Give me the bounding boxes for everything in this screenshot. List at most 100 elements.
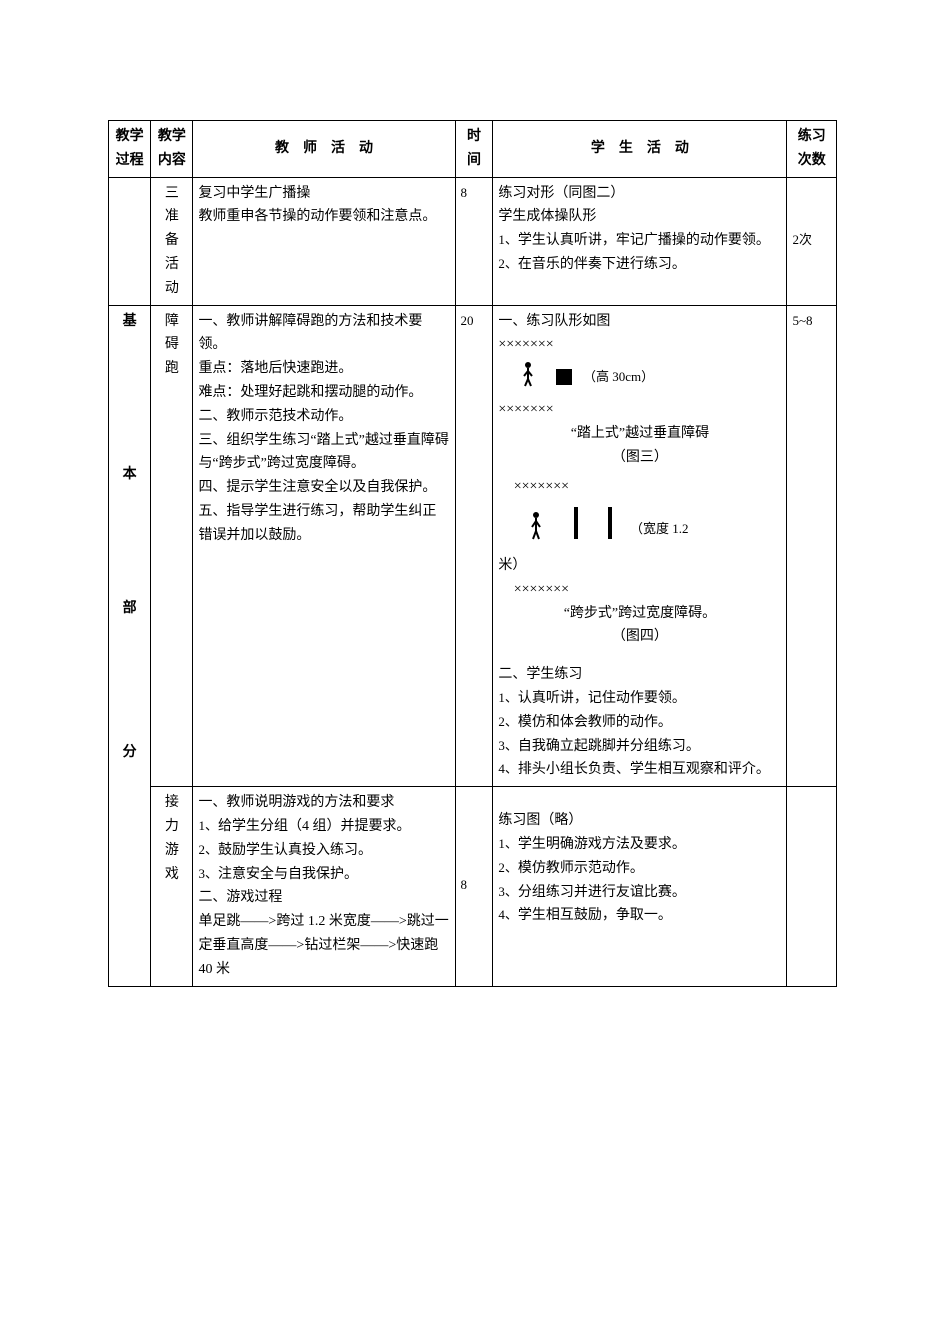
list-item: 2、模仿教师示范动作。 bbox=[498, 857, 781, 881]
text-line: 二、游戏过程 bbox=[198, 886, 449, 910]
list-item: 4、学生相互鼓励，争取一。 bbox=[498, 904, 781, 928]
figure-caption: （图四） bbox=[498, 625, 781, 649]
text-line: 单足跳——>跨过 1.2 米宽度——>跳过一定垂直高度——>钻过栏架——>快速跑… bbox=[198, 910, 449, 981]
vertical-text: 分 bbox=[114, 741, 145, 765]
warmup-reps-cell: 2次 bbox=[787, 177, 837, 305]
table-header-row: 教学过程 教学内容 教 师 活 动 时间 学 生 活 动 练习次数 bbox=[109, 121, 837, 178]
list-item: 2、鼓励学生认真投入练习。 bbox=[198, 839, 449, 863]
list-item: 2、模仿和体会教师的动作。 bbox=[498, 711, 781, 735]
list-item: 1、学生明确游戏方法及要求。 bbox=[498, 833, 781, 857]
main-phase-cell: 基 本 部 分 bbox=[109, 305, 151, 986]
list-text: 分组练习并进行友谊比赛。 bbox=[518, 885, 686, 900]
warmup-student-cell: 练习对形（同图二） 学生成体操队形 1、学生认真听讲，牢记广播操的动作要领。 2… bbox=[493, 177, 787, 305]
row-warmup: 三 准 备 活 动 复习中学生广播操 教师重申各节操的动作要领和注意点。 8 练… bbox=[109, 177, 837, 305]
relay-teacher-cell: 一、教师说明游戏的方法和要求 1、给学生分组（4 组）并提要求。 2、鼓励学生认… bbox=[193, 787, 455, 986]
text-line: 五、指导学生进行练习，帮助学生纠正错误并加以鼓励。 bbox=[198, 500, 449, 548]
col-header-teacher: 教 师 活 动 bbox=[193, 121, 455, 178]
reps-value: 5~8 bbox=[792, 313, 812, 328]
list-item: 3、自我确立起跳脚并分组练习。 bbox=[498, 735, 781, 759]
vertical-text: 跑 bbox=[156, 357, 187, 381]
vertical-text: 本 bbox=[114, 463, 145, 487]
warmup-time-cell: 8 bbox=[455, 177, 493, 305]
relay-reps-cell bbox=[787, 787, 837, 986]
list-text: 模仿和体会教师的动作。 bbox=[518, 715, 672, 730]
vertical-text: 三 bbox=[156, 182, 187, 206]
list-item: 4、排头小组长负责、学生相互观察和评介。 bbox=[498, 758, 781, 782]
list-text: 注意安全与自我保护。 bbox=[218, 867, 358, 882]
vertical-text: 游 bbox=[156, 839, 187, 863]
list-text: 学生相互鼓励，争取一。 bbox=[518, 908, 672, 923]
list-item: 2、在音乐的伴奏下进行练习。 bbox=[498, 253, 781, 277]
vertical-text: 接 bbox=[156, 791, 187, 815]
list-item: 1、认真听讲，记住动作要领。 bbox=[498, 687, 781, 711]
vertical-text: 碍 bbox=[156, 333, 187, 357]
text-line: 练习图（略） bbox=[498, 809, 781, 833]
text-line: 重点：落地后快速跑进。 bbox=[198, 357, 449, 381]
list-text: 自我确立起跳脚并分组练习。 bbox=[518, 739, 700, 754]
figure-4-diagram: （宽度 1.2 bbox=[498, 501, 781, 552]
list-text: 认真听讲，记住动作要领。 bbox=[518, 691, 686, 706]
reps-value: 2次 bbox=[792, 232, 812, 247]
list-text: 学生明确游戏方法及要求。 bbox=[518, 837, 686, 852]
vertical-text: 活 bbox=[156, 253, 187, 277]
list-text: 给学生分组（4 组）并提要求。 bbox=[218, 819, 411, 834]
col-header-reps: 练习次数 bbox=[787, 121, 837, 178]
list-text: 学生认真听讲，牢记广播操的动作要领。 bbox=[518, 233, 770, 248]
text-line: 难点：处理好起跳和摆动腿的动作。 bbox=[198, 381, 449, 405]
text-line: 一、教师讲解障碍跑的方法和技术要领。 bbox=[198, 310, 449, 358]
col-header-time: 时间 bbox=[455, 121, 493, 178]
text-line: 复习中学生广播操 bbox=[198, 182, 449, 206]
numbered-list: 1、学生明确游戏方法及要求。 2、模仿教师示范动作。 3、分组练习并进行友谊比赛… bbox=[498, 833, 781, 928]
vertical-text: 准 bbox=[156, 205, 187, 229]
obstacle-time-cell: 20 bbox=[455, 305, 493, 787]
numbered-list: 1、学生认真听讲，牢记广播操的动作要领。 2、在音乐的伴奏下进行练习。 bbox=[498, 229, 781, 277]
vertical-text: 部 bbox=[114, 597, 145, 621]
col-header-student: 学 生 活 动 bbox=[493, 121, 787, 178]
figure-label-tail: 米） bbox=[498, 554, 781, 578]
text-line: 三、组织学生练习“踏上式”越过垂直障碍与“跨步式”跨过宽度障碍。 bbox=[198, 429, 449, 477]
list-text: 鼓励学生认真投入练习。 bbox=[218, 843, 372, 858]
stick-figure-gap-icon: （宽度 1.2 bbox=[498, 501, 758, 543]
list-text: 模仿教师示范动作。 bbox=[518, 861, 644, 876]
stick-figure-obstacle-icon: （高 30cm） bbox=[498, 359, 718, 387]
formation-row: ××××××× bbox=[498, 578, 781, 602]
vertical-text: 力 bbox=[156, 815, 187, 839]
vertical-text: 备 bbox=[156, 229, 187, 253]
warmup-teacher-cell: 复习中学生广播操 教师重申各节操的动作要领和注意点。 bbox=[193, 177, 455, 305]
row-obstacle-run: 基 本 部 分 障 碍 跑 一、教师讲解障碍跑的方法和技术要领。 重点：落地后快… bbox=[109, 305, 837, 787]
list-text: 排头小组长负责、学生相互观察和评介。 bbox=[518, 762, 770, 777]
figure-label: （宽度 1.2 bbox=[630, 521, 689, 536]
figure-label: （高 30cm） bbox=[583, 369, 654, 384]
warmup-phase-cell bbox=[109, 177, 151, 305]
numbered-list: 1、给学生分组（4 组）并提要求。 2、鼓励学生认真投入练习。 3、注意安全与自… bbox=[198, 815, 449, 886]
obstacle-reps-cell: 5~8 bbox=[787, 305, 837, 787]
warmup-content-cell: 三 准 备 活 动 bbox=[151, 177, 193, 305]
time-value: 8 bbox=[461, 185, 468, 200]
vertical-text: 基 bbox=[114, 310, 145, 334]
formation-row: ××××××× bbox=[498, 475, 781, 499]
col-header-content: 教学内容 bbox=[151, 121, 193, 178]
relay-content-cell: 接 力 游 戏 bbox=[151, 787, 193, 986]
time-value: 8 bbox=[461, 877, 468, 892]
figure-3-diagram: （高 30cm） bbox=[498, 359, 781, 396]
time-value: 20 bbox=[461, 313, 474, 328]
row-relay-game: 接 力 游 戏 一、教师说明游戏的方法和要求 1、给学生分组（4 组）并提要求。… bbox=[109, 787, 837, 986]
list-item: 3、注意安全与自我保护。 bbox=[198, 863, 449, 887]
text-line: 学生成体操队形 bbox=[498, 205, 781, 229]
numbered-list: 1、认真听讲，记住动作要领。 2、模仿和体会教师的动作。 3、自我确立起跳脚并分… bbox=[498, 687, 781, 782]
text-line: 四、提示学生注意安全以及自我保护。 bbox=[198, 476, 449, 500]
obstacle-student-cell: 一、练习队形如图 ××××××× （高 30cm） ××××××× “踏上式”越… bbox=[493, 305, 787, 787]
list-item: 1、给学生分组（4 组）并提要求。 bbox=[198, 815, 449, 839]
text-line: 二、学生练习 bbox=[498, 663, 781, 687]
obstacle-content-cell: 障 碍 跑 bbox=[151, 305, 193, 787]
formation-row: ××××××× bbox=[498, 398, 781, 422]
lesson-plan-table: 教学过程 教学内容 教 师 活 动 时间 学 生 活 动 练习次数 三 准 备 … bbox=[108, 120, 837, 987]
relay-time-cell: 8 bbox=[455, 787, 493, 986]
text-line: 练习对形（同图二） bbox=[498, 182, 781, 206]
col-header-phase: 教学过程 bbox=[109, 121, 151, 178]
figure-caption: “跨步式”跨过宽度障碍。 bbox=[498, 602, 781, 626]
vertical-text: 戏 bbox=[156, 863, 187, 887]
text-line: 教师重申各节操的动作要领和注意点。 bbox=[198, 205, 449, 229]
text-line: 一、练习队形如图 bbox=[498, 310, 781, 334]
list-item: 3、分组练习并进行友谊比赛。 bbox=[498, 881, 781, 905]
